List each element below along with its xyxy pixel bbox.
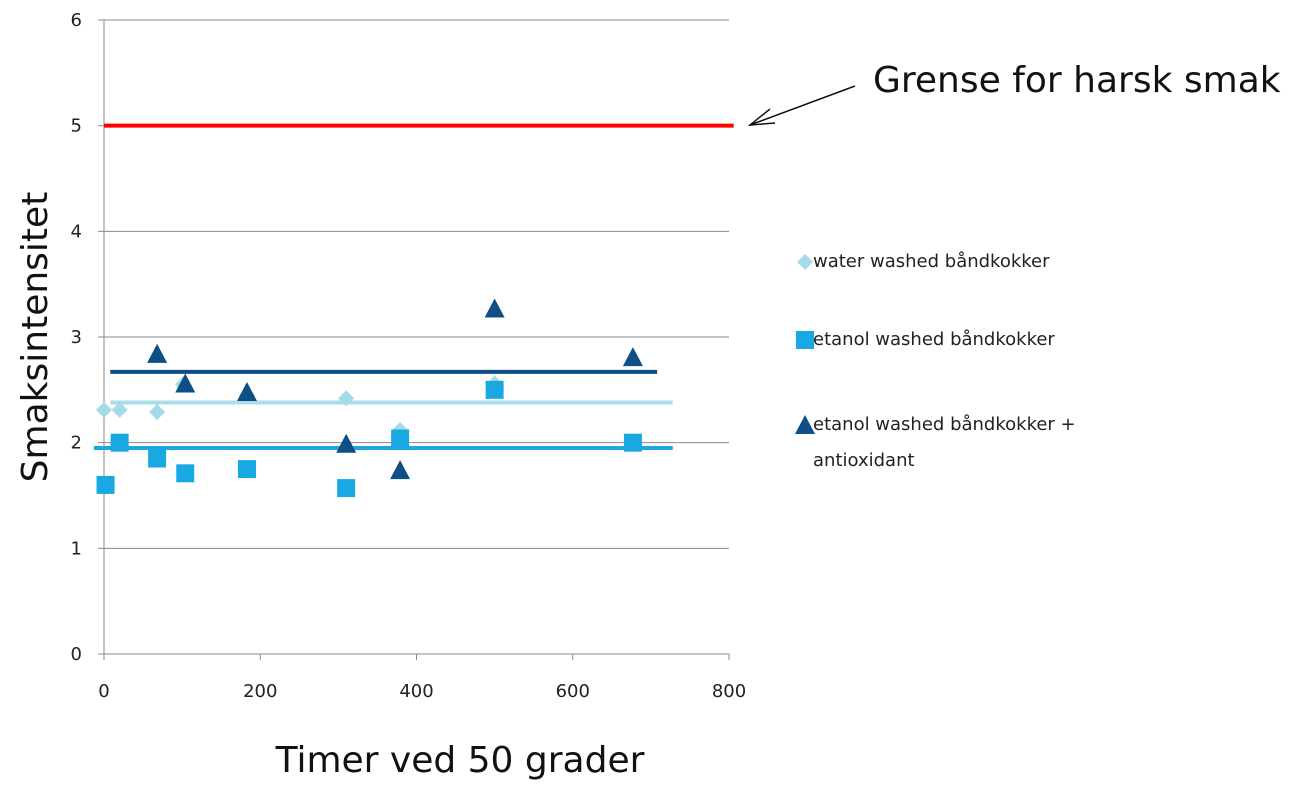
x-tick-label: 600: [556, 681, 590, 702]
point: [96, 475, 115, 494]
y-tick-label: 0: [71, 644, 82, 665]
legend-marker: [796, 331, 814, 349]
y-tick-label: 5: [71, 116, 82, 137]
y-tick-label: 6: [71, 10, 82, 31]
y-tick-label: 1: [71, 538, 82, 559]
point: [623, 433, 642, 452]
annotation: Grense for harsk smak: [873, 60, 1281, 101]
legend-label: etanol washed båndkokker: [813, 329, 1055, 350]
point: [176, 464, 195, 483]
point: [390, 460, 411, 480]
y-tick-label: 2: [71, 433, 82, 454]
point: [337, 479, 356, 498]
point: [622, 347, 643, 367]
point: [391, 429, 410, 448]
legend-marker: [797, 254, 813, 270]
x-tick-label: 0: [98, 681, 109, 702]
point: [237, 460, 256, 479]
point: [147, 343, 168, 363]
point: [149, 404, 166, 421]
annotation-arrow: [747, 85, 856, 126]
legend-label: etanol washed båndkokker + antioxidant: [813, 414, 1076, 471]
x-tick-label: 800: [712, 681, 746, 702]
point: [175, 373, 196, 393]
x-tick-label: 200: [243, 681, 277, 702]
legend-label: water washed båndkokker: [813, 251, 1050, 272]
point: [484, 298, 505, 318]
x-axis-title: Timer ved 50 grader: [275, 740, 645, 781]
y-tick-label: 3: [71, 327, 82, 348]
point: [110, 433, 129, 452]
point: [485, 380, 504, 399]
y-axis-title: Smaksintensitet: [15, 192, 56, 483]
point: [338, 390, 355, 407]
point: [336, 433, 357, 453]
point: [236, 381, 257, 401]
legend-marker: [795, 415, 815, 434]
x-tick-label: 400: [399, 681, 433, 702]
point: [148, 449, 167, 468]
y-tick-label: 4: [71, 221, 82, 242]
point: [111, 401, 128, 418]
point: [96, 401, 112, 418]
